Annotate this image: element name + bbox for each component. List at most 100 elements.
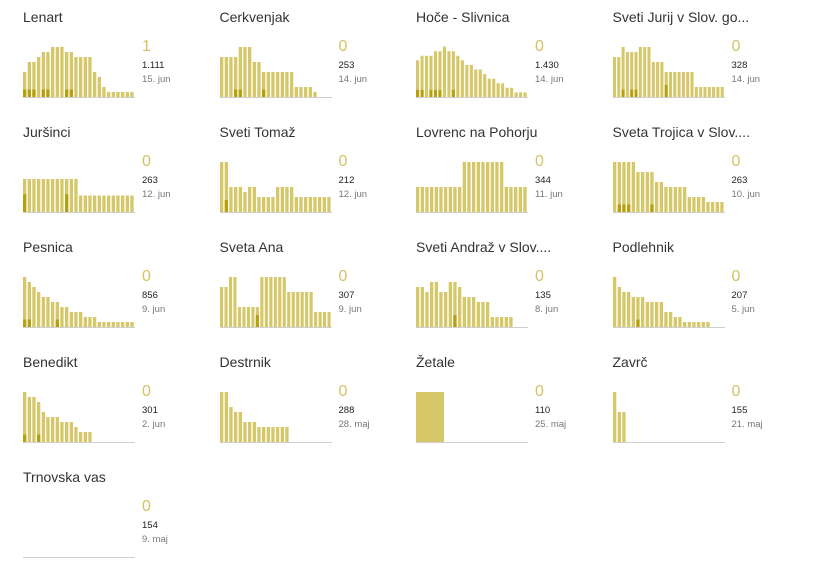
bar xyxy=(649,302,654,327)
bar xyxy=(518,187,522,212)
bar xyxy=(270,197,275,212)
bar xyxy=(259,277,263,327)
bar xyxy=(444,187,448,212)
chart-cell: Lovrenc na Pohorju 0 344 11. jun xyxy=(393,115,589,230)
bar xyxy=(698,87,702,97)
bar xyxy=(261,197,265,212)
bar xyxy=(663,187,668,212)
bar xyxy=(46,417,50,442)
bar xyxy=(707,87,711,97)
bar xyxy=(617,287,621,327)
bar xyxy=(687,197,691,212)
bar xyxy=(219,162,223,212)
bar xyxy=(505,87,509,97)
bar xyxy=(710,202,714,212)
last-date: 14. jun xyxy=(535,74,564,85)
bar xyxy=(224,162,228,212)
bar xyxy=(291,292,295,327)
bar xyxy=(462,162,466,212)
bar xyxy=(270,72,275,97)
bar xyxy=(93,195,97,212)
chart-title: Destrnik xyxy=(219,354,271,370)
current-value: 1 xyxy=(142,38,151,55)
bar xyxy=(280,187,284,212)
bar xyxy=(41,52,45,97)
chart-title: Cerkvenjak xyxy=(219,9,290,25)
chart-title: Sveti Jurij v Slov. go... xyxy=(612,9,750,25)
bar-highlight xyxy=(433,89,437,97)
bar xyxy=(238,412,242,442)
bar xyxy=(125,92,129,97)
bar xyxy=(523,187,527,212)
bar xyxy=(416,60,420,97)
bar xyxy=(705,202,710,212)
bar-highlight xyxy=(65,89,69,97)
bar xyxy=(74,427,78,442)
bar xyxy=(659,302,663,327)
bar xyxy=(286,292,290,327)
bar xyxy=(32,397,36,442)
bar xyxy=(252,422,256,442)
chart-cell: Sveti Jurij v Slov. go... 0 328 14. jun xyxy=(590,0,786,115)
current-value: 0 xyxy=(338,38,348,55)
bar xyxy=(256,197,261,212)
bar xyxy=(93,317,97,327)
bar xyxy=(486,162,490,212)
bar xyxy=(625,52,629,97)
bar-plot xyxy=(612,392,725,443)
bar xyxy=(60,307,64,327)
bar xyxy=(233,187,237,212)
bar xyxy=(668,312,672,327)
bar xyxy=(242,47,247,97)
bar xyxy=(634,52,637,97)
bar xyxy=(41,297,45,327)
bar xyxy=(228,187,233,212)
bar xyxy=(93,72,97,97)
bar-plot xyxy=(416,46,528,98)
bar xyxy=(467,297,471,327)
bar xyxy=(673,317,677,327)
small-multiples-grid: Lenart 1 1.111 15. jun Cerkvenjak 0 253 14. jun… xyxy=(23,0,786,558)
last-date: 21. maj xyxy=(731,419,763,430)
bar xyxy=(295,292,299,327)
current-value: 0 xyxy=(142,498,151,515)
bar xyxy=(612,57,616,97)
bar xyxy=(32,62,36,97)
bar xyxy=(121,322,125,327)
bar-highlight xyxy=(69,89,73,97)
bar xyxy=(79,57,83,97)
bar xyxy=(232,277,236,327)
bar xyxy=(448,187,452,212)
bar-highlight xyxy=(238,89,242,97)
bar-plot xyxy=(416,162,528,213)
bar xyxy=(121,195,125,212)
bar xyxy=(467,162,471,212)
bar xyxy=(275,187,279,212)
bar-highlight xyxy=(55,319,59,327)
bar xyxy=(514,187,518,212)
bar-highlight xyxy=(634,89,637,97)
bar xyxy=(266,197,270,212)
bar-highlight xyxy=(46,89,50,97)
bar-highlight xyxy=(626,204,630,212)
chart-title: Lovrenc na Pohorju xyxy=(416,124,538,140)
bar xyxy=(289,187,293,212)
bar xyxy=(433,51,437,97)
bar xyxy=(130,92,134,97)
bar-highlight xyxy=(23,194,27,213)
bar-highlight xyxy=(635,319,640,327)
bar xyxy=(219,392,223,442)
bar-plot xyxy=(23,277,135,328)
bar xyxy=(673,187,677,212)
bar xyxy=(74,57,78,97)
bar xyxy=(500,317,504,327)
bar-plot xyxy=(612,162,725,213)
bar-plot xyxy=(219,392,332,443)
bar xyxy=(612,392,616,442)
bar xyxy=(496,83,500,98)
bar-highlight xyxy=(649,204,654,212)
total-value: 307 xyxy=(338,290,355,301)
bar xyxy=(69,179,73,212)
bar xyxy=(79,432,83,442)
last-date: 28. maj xyxy=(338,419,370,430)
